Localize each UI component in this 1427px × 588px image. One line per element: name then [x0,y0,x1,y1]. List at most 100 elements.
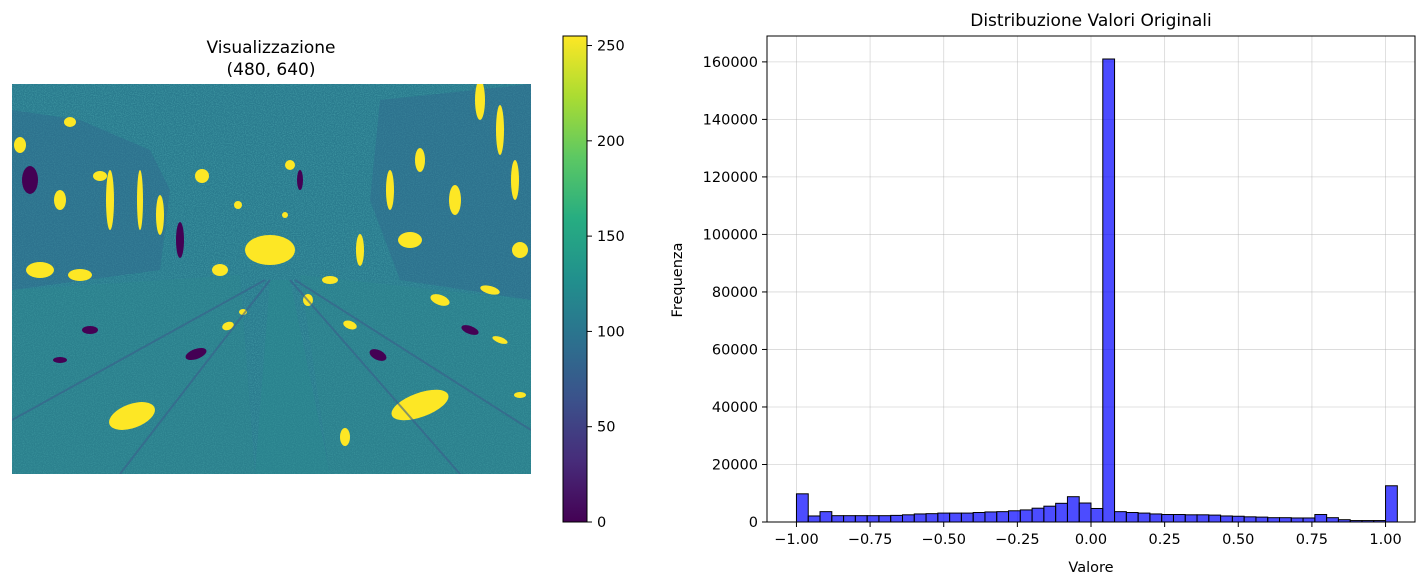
image-blob [156,195,164,235]
y-tick-label: 120000 [703,170,758,186]
y-tick-label: 80000 [712,285,758,301]
image-blob [449,185,461,215]
histogram-bar [1090,507,1104,523]
image-blob [64,117,76,127]
histogram-bar [1184,514,1198,523]
histogram-bar [949,512,962,523]
colorbar-tick-label: 250 [597,39,625,55]
colorbar-tick-label: 100 [597,324,625,340]
image-blob [475,84,485,120]
histogram-bar [878,515,892,523]
image-heatmap [12,84,531,474]
histogram-bar [1385,485,1398,523]
colorbar: 0 50 100 150 200 250 [562,35,625,531]
image-blob [415,148,425,172]
histogram-bar [1231,515,1245,523]
image-blob [461,325,479,335]
histogram-bar [1125,512,1139,523]
x-tick-label: 0.00 [1075,532,1107,548]
histogram-bar [890,514,903,523]
image-blob [340,428,350,446]
histogram-panel: Distribuzione Valori Originali −1.00 −0.7… [670,11,1416,576]
histogram-bar [1208,514,1222,523]
histogram-bar [1172,514,1186,523]
histogram-bar [1055,502,1068,523]
histogram-bar [1326,517,1339,523]
image-streak [294,279,531,431]
image-blob [26,262,54,278]
image-blob [322,276,338,284]
image-blob [93,171,107,181]
y-tick-label: 0 [749,515,758,531]
image-blob [53,357,67,363]
histogram-bar [1290,517,1304,523]
histogram-bar [843,515,856,523]
image-blob [22,166,38,194]
x-tick-label: −1.00 [774,532,818,548]
histogram-bar [1078,502,1092,523]
histogram-bar [1031,507,1045,523]
image-title-line2: (480, 640) [227,60,316,80]
histogram-bar [996,511,1010,523]
histogram-bar [1161,514,1174,523]
histogram-bar [1243,516,1257,523]
y-tick-label: 40000 [712,400,758,416]
image-blob [282,212,288,218]
histogram-bar [854,515,868,523]
x-tick-label: −0.75 [848,532,892,548]
histogram-bar [1114,511,1127,523]
histogram-bar [925,513,939,523]
histogram-bar [960,512,974,523]
image-blob [511,160,519,200]
image-blob [176,222,184,258]
image-blob [297,170,303,190]
x-tick-label: 0.25 [1148,532,1180,548]
image-blob [137,170,143,230]
histogram-bar [1267,517,1281,523]
histogram-bar [937,512,951,523]
histogram-bar [1149,513,1163,523]
histogram-bar [1043,505,1057,523]
histogram-bar [1302,517,1316,523]
image-blob [514,392,526,398]
histogram-bar [866,515,880,523]
image-region [12,110,170,290]
y-tick-label: 140000 [703,112,758,128]
x-tick-label: 0.75 [1296,532,1328,548]
histogram-bar [795,493,809,523]
histogram-bar [1196,514,1210,523]
colorbar-gradient [562,35,588,523]
x-tick-label: 0.50 [1222,532,1254,548]
y-tick-label: 160000 [703,55,758,71]
histogram-bar [1008,510,1021,523]
image-blob [245,235,295,265]
x-tick-label: 1.00 [1369,532,1401,548]
image-blob [222,321,234,331]
image-blob [14,137,26,153]
image-streak [119,279,271,474]
y-tick-label: 20000 [712,457,758,473]
colorbar-tick-label: 200 [597,134,625,150]
image-streak [12,279,266,421]
histogram-bar [984,511,998,523]
image-blob [185,347,207,361]
image-blob [82,326,98,334]
histogram-bar [1137,512,1151,523]
image-blob [68,269,92,281]
image-blob [496,105,504,155]
image-blob [386,170,394,210]
histogram-bar [1019,509,1033,523]
histogram-xlabel: Valore [1068,560,1113,576]
image-region [12,275,255,474]
image-blob [492,336,508,344]
image-blob [234,201,242,209]
x-tick-label: −0.50 [922,532,966,548]
image-blob [285,160,295,170]
image-blob [430,294,450,306]
colorbar-tick-label: 0 [597,515,606,531]
histogram-ylabel: Frequenza [670,243,686,318]
image-blob [54,190,66,210]
x-tick-label: −0.25 [995,532,1039,548]
histogram-bar [913,513,927,523]
histogram-bar [807,515,821,523]
